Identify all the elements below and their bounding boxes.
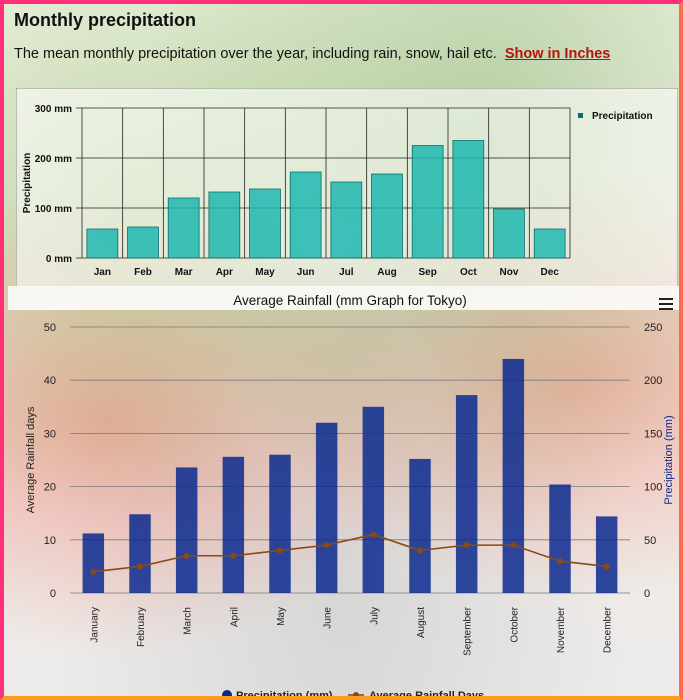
title-band — [8, 286, 679, 310]
line-point — [603, 563, 610, 570]
x-tick-label: December — [603, 606, 614, 653]
y-left-tick-label: 30 — [44, 428, 56, 440]
bar — [208, 191, 241, 259]
bar — [411, 145, 444, 259]
x-tick-label: Aug — [377, 267, 396, 278]
page-subtitle: The mean monthly precipitation over the … — [14, 46, 610, 62]
legend-label: Precipitation — [592, 111, 653, 122]
y-left-tick-label: 20 — [44, 482, 56, 494]
y-left-tick-label: 0 — [50, 588, 56, 600]
chart-title: Average Rainfall (mm Graph for Tokyo) — [233, 293, 467, 308]
subtitle-text: The mean monthly precipitation over the … — [14, 46, 497, 62]
bar — [595, 516, 618, 593]
line-point — [510, 542, 517, 549]
hamburger-menu-icon[interactable] — [659, 298, 673, 310]
x-tick-label: Jun — [297, 267, 315, 278]
x-tick-label: Nov — [500, 267, 519, 278]
x-tick-label: Jul — [339, 267, 354, 278]
monthly-precipitation-chart: 0 mm 100 mm 200 mm 300 mm Jan Feb Mar Apr May Jun… — [16, 88, 678, 288]
legend-label-rainfall-days: Average Rainfall Days — [369, 690, 484, 700]
line-point — [183, 552, 190, 559]
bar — [452, 140, 485, 259]
bar — [175, 467, 198, 593]
x-tick-label: February — [136, 607, 147, 647]
bar — [249, 188, 281, 259]
bar — [362, 406, 385, 593]
bar — [502, 358, 525, 593]
x-tick-label: July — [369, 607, 380, 625]
y-tick-label: 200 mm — [35, 154, 72, 165]
bar — [549, 484, 571, 593]
line-point — [277, 547, 283, 554]
y-left-axis-label: Average Rainfall days — [25, 406, 37, 513]
bar — [86, 228, 119, 259]
y-right-tick-label: 250 — [644, 322, 662, 334]
y-left-tick-label: 40 — [44, 375, 56, 387]
bar — [371, 173, 403, 259]
line-point — [90, 568, 97, 575]
line-point — [557, 558, 563, 565]
y-tick-label: 100 mm — [35, 204, 72, 215]
line-point — [417, 547, 423, 554]
rainfall-days-line — [93, 533, 607, 573]
x-tick-label: March — [183, 607, 194, 635]
bar — [455, 395, 478, 593]
x-tick-label: November — [556, 606, 567, 653]
bar — [493, 208, 525, 259]
x-tick-label: Feb — [134, 267, 152, 278]
y-right-tick-label: 0 — [644, 588, 650, 600]
y-axis-label: Precipitation — [22, 153, 33, 214]
y-left-tick-label: 10 — [44, 535, 56, 547]
bar — [533, 228, 566, 259]
y-right-tick-label: 100 — [644, 482, 662, 494]
average-rainfall-chart: Average Rainfall (mm Graph for Tokyo) 0 10… — [8, 286, 679, 700]
y-right-tick-label: 200 — [644, 375, 662, 387]
x-tick-label: Sep — [418, 267, 436, 278]
legend-swatch — [578, 113, 583, 118]
x-tick-label: September — [463, 606, 474, 656]
y-right-tick-label: 50 — [644, 535, 656, 547]
y-tick-label: 300 mm — [35, 104, 72, 115]
y-right-axis-label: Precipitation (mm) — [663, 415, 675, 504]
line-point — [230, 552, 237, 559]
legend-label-precipitation: Precipitation (mm) — [236, 690, 333, 700]
bar — [289, 171, 322, 259]
x-tick-label: August — [416, 607, 427, 638]
x-tick-label: May — [255, 267, 275, 278]
line-point — [323, 542, 330, 549]
x-tick-label: October — [509, 606, 520, 642]
bar — [167, 197, 200, 259]
x-tick-label: Apr — [216, 267, 233, 278]
line-point — [370, 531, 377, 538]
x-tick-label: June — [323, 607, 334, 629]
bar — [409, 458, 431, 593]
bar — [330, 181, 363, 259]
x-tick-label: April — [229, 607, 240, 627]
y-tick-label: 0 mm — [46, 254, 72, 265]
y-right-tick-label: 150 — [644, 428, 662, 440]
show-in-inches-link[interactable]: Show in Inches — [504, 46, 611, 62]
x-tick-label: January — [89, 607, 100, 643]
legend-swatch-rainfall-days — [353, 692, 359, 696]
bar — [82, 533, 105, 593]
bar — [127, 226, 159, 259]
bar — [315, 422, 338, 593]
x-tick-label: May — [276, 607, 287, 626]
bar — [222, 456, 245, 593]
y-left-tick-label: 50 — [44, 322, 56, 334]
x-tick-label: Dec — [540, 267, 559, 278]
x-tick-label: Oct — [460, 267, 477, 278]
legend-swatch-precipitation — [222, 690, 232, 696]
line-point — [463, 542, 470, 549]
page-title: Monthly precipitation — [14, 10, 196, 30]
bar — [269, 454, 291, 593]
bar — [129, 514, 151, 593]
line-point — [137, 563, 143, 570]
x-tick-label: Jan — [94, 267, 111, 278]
x-tick-label: Mar — [175, 267, 193, 278]
